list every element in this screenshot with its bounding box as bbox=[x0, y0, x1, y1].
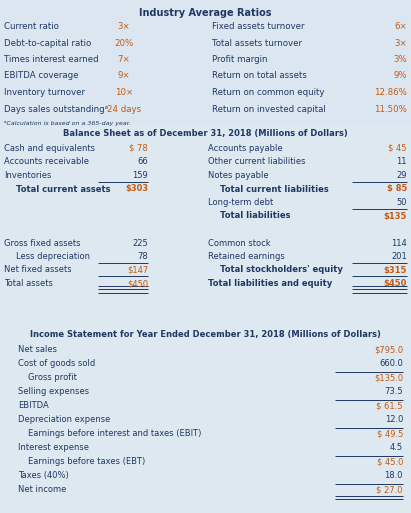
Text: Common stock: Common stock bbox=[208, 239, 270, 247]
Text: Total stockholders' equity: Total stockholders' equity bbox=[220, 266, 343, 274]
Text: 9×: 9× bbox=[118, 71, 130, 81]
Text: Interest expense: Interest expense bbox=[18, 443, 89, 452]
Text: EBITDA: EBITDA bbox=[18, 401, 49, 410]
Text: 78: 78 bbox=[137, 252, 148, 261]
Text: Inventory turnover: Inventory turnover bbox=[4, 88, 85, 97]
Text: Other current liabilities: Other current liabilities bbox=[208, 157, 305, 167]
Text: $303: $303 bbox=[125, 185, 148, 193]
Text: 7×: 7× bbox=[118, 55, 130, 64]
Text: Long-term debt: Long-term debt bbox=[208, 198, 273, 207]
Text: 201: 201 bbox=[391, 252, 407, 261]
Text: Cash and equivalents: Cash and equivalents bbox=[4, 144, 95, 153]
Text: 660.0: 660.0 bbox=[379, 359, 403, 368]
Text: $795.0: $795.0 bbox=[374, 345, 403, 354]
Text: Industry Average Ratios: Industry Average Ratios bbox=[139, 8, 272, 18]
Text: $450: $450 bbox=[127, 279, 148, 288]
Text: $ 45.0: $ 45.0 bbox=[376, 457, 403, 466]
Text: 3×: 3× bbox=[118, 22, 130, 31]
Text: Total current assets: Total current assets bbox=[16, 185, 111, 193]
Text: Return on common equity: Return on common equity bbox=[212, 88, 325, 97]
Text: $ 61.5: $ 61.5 bbox=[376, 401, 403, 410]
Text: Net fixed assets: Net fixed assets bbox=[4, 266, 72, 274]
Text: Depreciation expense: Depreciation expense bbox=[18, 415, 111, 424]
Text: Accounts receivable: Accounts receivable bbox=[4, 157, 89, 167]
Text: 12.86%: 12.86% bbox=[374, 88, 407, 97]
Text: $315: $315 bbox=[383, 266, 407, 274]
Text: Total liabilities and equity: Total liabilities and equity bbox=[208, 279, 332, 288]
Text: Retained earnings: Retained earnings bbox=[208, 252, 285, 261]
Text: Taxes (40%): Taxes (40%) bbox=[18, 471, 69, 480]
Text: 18.0: 18.0 bbox=[385, 471, 403, 480]
Text: Income Statement for Year Ended December 31, 2018 (Millions of Dollars): Income Statement for Year Ended December… bbox=[30, 330, 381, 339]
Text: $ 78: $ 78 bbox=[129, 144, 148, 153]
Text: Total current liabilities: Total current liabilities bbox=[220, 185, 329, 193]
Text: Fixed assets turnover: Fixed assets turnover bbox=[212, 22, 305, 31]
Text: Times interest earned: Times interest earned bbox=[4, 55, 99, 64]
Text: $ 45: $ 45 bbox=[388, 144, 407, 153]
Text: 73.5: 73.5 bbox=[384, 387, 403, 396]
Text: Accounts payable: Accounts payable bbox=[208, 144, 283, 153]
Text: 12.0: 12.0 bbox=[385, 415, 403, 424]
Text: Cost of goods sold: Cost of goods sold bbox=[18, 359, 95, 368]
Text: Selling expenses: Selling expenses bbox=[18, 387, 89, 396]
Text: 29: 29 bbox=[397, 171, 407, 180]
Text: Current ratio: Current ratio bbox=[4, 22, 59, 31]
Text: Balance Sheet as of December 31, 2018 (Millions of Dollars): Balance Sheet as of December 31, 2018 (M… bbox=[63, 129, 348, 138]
Text: Inventories: Inventories bbox=[4, 171, 51, 180]
Text: $135: $135 bbox=[383, 211, 407, 221]
Text: 3×: 3× bbox=[394, 38, 407, 48]
Text: 114: 114 bbox=[391, 239, 407, 247]
Text: 6×: 6× bbox=[394, 22, 407, 31]
Text: Total assets turnover: Total assets turnover bbox=[212, 38, 302, 48]
Text: 24 days: 24 days bbox=[107, 105, 141, 113]
Text: Notes payable: Notes payable bbox=[208, 171, 269, 180]
Text: $135.0: $135.0 bbox=[374, 373, 403, 382]
Text: 66: 66 bbox=[137, 157, 148, 167]
Text: Return on invested capital: Return on invested capital bbox=[212, 105, 326, 113]
Bar bbox=[0, 126, 411, 325]
Text: Net income: Net income bbox=[18, 485, 66, 494]
Text: $450: $450 bbox=[383, 279, 407, 288]
Text: Total assets: Total assets bbox=[4, 279, 53, 288]
Text: $ 85: $ 85 bbox=[387, 185, 407, 193]
Text: EBITDA coverage: EBITDA coverage bbox=[4, 71, 79, 81]
Bar bbox=[0, 327, 411, 513]
Text: Net sales: Net sales bbox=[18, 345, 57, 354]
Text: 9%: 9% bbox=[393, 71, 407, 81]
Text: Earnings before interest and taxes (EBIT): Earnings before interest and taxes (EBIT… bbox=[28, 429, 201, 438]
Text: Days sales outstandingᵃ: Days sales outstandingᵃ bbox=[4, 105, 108, 113]
Text: Total liabilities: Total liabilities bbox=[220, 211, 291, 221]
Text: Earnings before taxes (EBT): Earnings before taxes (EBT) bbox=[28, 457, 145, 466]
Text: $ 27.0: $ 27.0 bbox=[376, 485, 403, 494]
Text: ᵃCalculation is based on a 365-day year.: ᵃCalculation is based on a 365-day year. bbox=[4, 121, 131, 126]
Text: 3%: 3% bbox=[393, 55, 407, 64]
Text: 4.5: 4.5 bbox=[390, 443, 403, 452]
Text: Profit margin: Profit margin bbox=[212, 55, 268, 64]
Text: Gross fixed assets: Gross fixed assets bbox=[4, 239, 81, 247]
Text: 159: 159 bbox=[132, 171, 148, 180]
Text: 20%: 20% bbox=[114, 38, 134, 48]
Text: $ 49.5: $ 49.5 bbox=[376, 429, 403, 438]
Text: Return on total assets: Return on total assets bbox=[212, 71, 307, 81]
Text: $147: $147 bbox=[127, 266, 148, 274]
Text: Less depreciation: Less depreciation bbox=[16, 252, 90, 261]
Text: 11.50%: 11.50% bbox=[374, 105, 407, 113]
Text: 50: 50 bbox=[397, 198, 407, 207]
Text: 11: 11 bbox=[397, 157, 407, 167]
Text: 10×: 10× bbox=[115, 88, 133, 97]
Text: 225: 225 bbox=[132, 239, 148, 247]
Text: Gross profit: Gross profit bbox=[28, 373, 77, 382]
Text: Debt-to-capital ratio: Debt-to-capital ratio bbox=[4, 38, 91, 48]
